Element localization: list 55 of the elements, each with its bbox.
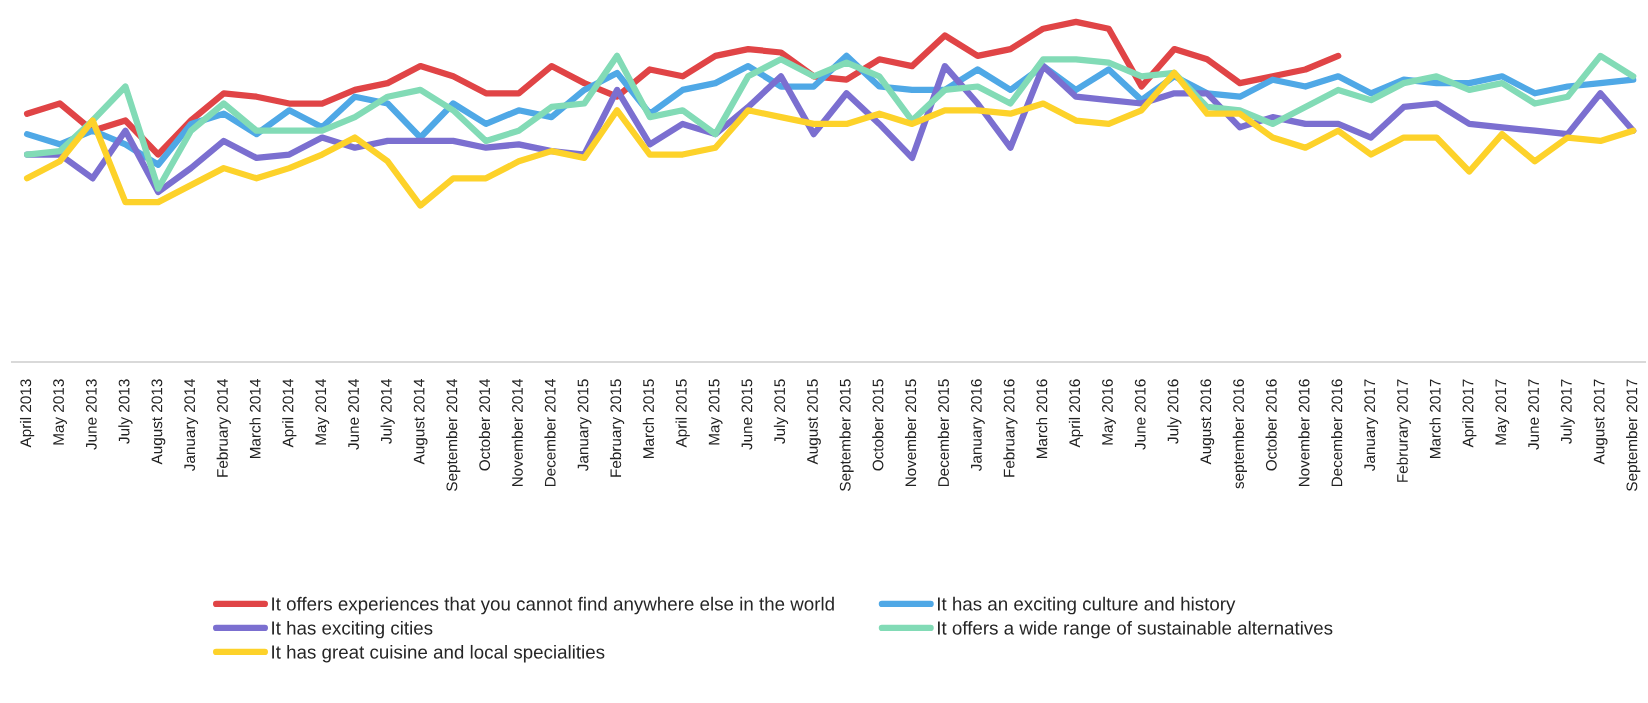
legend-label: It has exciting cities	[272, 620, 433, 639]
x-tick-label: April 2014	[282, 379, 297, 448]
x-tick-label: April 2015	[675, 379, 690, 448]
x-tick-label: June 2017	[1528, 379, 1539, 450]
x-tick-label: March 2014	[249, 379, 261, 459]
x-tick-label: May 2017	[1495, 379, 1510, 445]
x-tick-label: July 2015	[773, 379, 789, 444]
x-tick-label: March 2016	[1036, 379, 1048, 459]
x-tick-label: September 2017	[1626, 379, 1641, 491]
x-tick-label: January 2014	[184, 379, 199, 471]
x-tick-label: October 2016	[1265, 379, 1277, 471]
x-tick-label: November 2016	[1298, 379, 1310, 487]
legend-label: It offers experiences that you cannot find anywhere else in the world	[272, 596, 834, 615]
x-tick-label: July 2013	[118, 379, 133, 444]
x-tick-label: July 2016	[1167, 379, 1182, 444]
x-tick-label: March 2015	[642, 379, 654, 459]
x-tick-label: February 2015	[609, 379, 625, 477]
x-tick-label: May 2016	[1102, 379, 1116, 445]
x-tick-label: September 2014	[446, 379, 461, 491]
legend-label: It has an exciting culture and history	[938, 596, 1236, 615]
x-tick-label: May 2015	[708, 379, 723, 445]
x-tick-label: January 2015	[577, 379, 592, 471]
x-tick-label: March 2017	[1429, 379, 1441, 459]
x-tick-label: June 2016	[1134, 379, 1146, 450]
x-tick-label: November 2014	[511, 379, 523, 487]
x-tick-label: August 2014	[413, 379, 428, 465]
x-tick-label: February 2016	[1003, 379, 1018, 477]
x-tick-label: April 2017	[1462, 379, 1477, 448]
x-tick-label: August 2013	[151, 379, 166, 465]
x-tick-label: July 2014	[380, 379, 395, 444]
x-tick-label: May 2013	[53, 379, 67, 445]
x-tick-label: October 2015	[872, 379, 884, 471]
x-tick-label: February 2014	[216, 379, 231, 477]
x-tick-label: April 2016	[1068, 379, 1084, 448]
x-tick-label: July 2017	[1560, 379, 1575, 444]
x-tick-label: September 2015	[839, 379, 854, 491]
x-tick-label: October 2014	[478, 379, 491, 471]
x-tick-label: June 2014	[348, 379, 359, 450]
x-tick-label: Februrary 2017	[1396, 379, 1411, 482]
legend-label: It offers a wide range of sustainable alternatives	[938, 620, 1333, 639]
x-tick-label: June 2013	[85, 379, 97, 450]
x-tick-label: september 2016	[1232, 379, 1247, 489]
x-tick-label: April 2013	[19, 379, 35, 448]
x-tick-label: December 2015	[937, 379, 949, 487]
x-tick-label: August 2015	[807, 379, 821, 465]
x-tick-label: December 2014	[544, 379, 556, 487]
x-tick-label: June 2015	[741, 379, 753, 450]
x-tick-label: November 2015	[904, 379, 917, 487]
x-tick-label: May 2014	[315, 379, 330, 445]
x-tick-label: January 2016	[970, 379, 985, 471]
x-tick-label: December 2016	[1331, 379, 1343, 487]
legend-label: It has great cuisine and local specialities	[272, 644, 605, 663]
x-tick-label: August 2017	[1593, 379, 1608, 465]
x-tick-label: August 2016	[1200, 379, 1215, 465]
x-tick-label: January 2017	[1364, 379, 1379, 471]
